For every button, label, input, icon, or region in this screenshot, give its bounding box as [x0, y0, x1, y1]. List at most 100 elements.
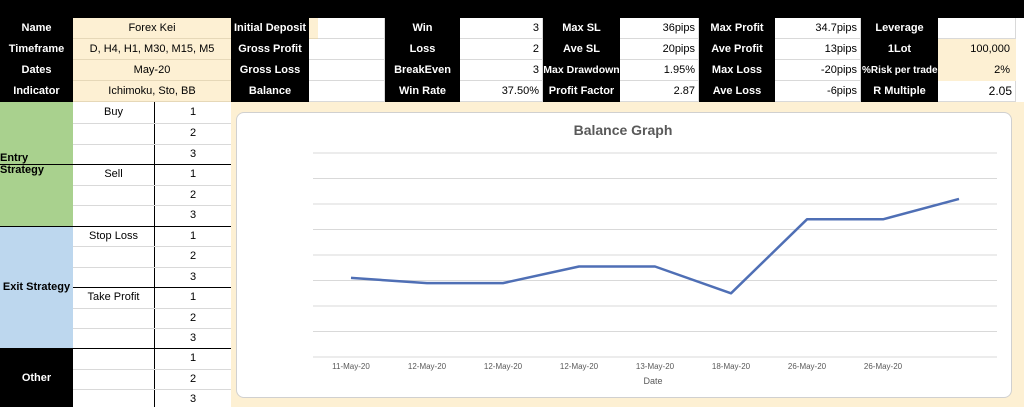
balance-chart[interactable]: Balance Graph 11-May-20 12-May-20 12-May-2…: [236, 112, 1012, 398]
profit-factor-label: Profit Factor: [543, 81, 620, 102]
r-multiple-value[interactable]: 2.05: [938, 81, 1016, 102]
sell-step-1[interactable]: 1: [155, 164, 231, 185]
lot-value[interactable]: 100,000: [938, 39, 1016, 60]
stop-loss-cell[interactable]: Stop Loss: [73, 226, 155, 287]
dates-value[interactable]: May-20: [73, 60, 231, 81]
lot-label: 1Lot: [861, 39, 938, 60]
grid-line: [73, 267, 231, 268]
buy-step-3[interactable]: 3: [155, 144, 231, 165]
profit-factor-value[interactable]: 2.87: [620, 81, 699, 102]
dates-label: Dates: [0, 60, 73, 81]
indicator-label: Indicator: [0, 81, 73, 102]
leverage-value[interactable]: [938, 18, 1016, 39]
buy-label: Buy: [104, 106, 123, 118]
loss-label: Loss: [385, 39, 460, 60]
win-label: Win: [385, 18, 460, 39]
risk-per-trade-value[interactable]: 2%: [938, 60, 1016, 81]
max-drawdown-value[interactable]: 1.95%: [620, 60, 699, 81]
x-tick-label: 18-May-20: [712, 362, 751, 371]
grid-line: [73, 369, 231, 370]
chart-series: [350, 197, 960, 295]
header-row-3: Dates May-20 Gross Loss BreakEven 3 Max …: [0, 60, 1024, 81]
grid-line: [0, 226, 231, 227]
grid-line: [73, 205, 231, 206]
stop-loss-step-3[interactable]: 3: [155, 267, 231, 288]
max-loss-label: Max Loss: [699, 60, 775, 81]
initial-deposit-marker: [309, 18, 318, 39]
initial-deposit-label: Initial Deposit: [231, 18, 309, 39]
other-step-3[interactable]: 3: [155, 389, 231, 407]
indicator-value[interactable]: Ichimoku, Sto, BB: [73, 81, 231, 102]
stop-loss-label: Stop Loss: [89, 230, 138, 242]
exit-strategy-category: Exit Strategy: [0, 226, 73, 348]
loss-value[interactable]: 2: [460, 39, 543, 60]
other-cell[interactable]: [73, 348, 155, 407]
x-tick-label: 13-May-20: [636, 362, 675, 371]
gross-loss-value[interactable]: [309, 60, 385, 81]
breakeven-value[interactable]: 3: [460, 60, 543, 81]
other-step-2[interactable]: 2: [155, 369, 231, 390]
x-tick-label: 12-May-20: [560, 362, 599, 371]
take-profit-cell[interactable]: Take Profit: [73, 287, 155, 348]
name-label: Name: [0, 18, 73, 39]
sell-step-3[interactable]: 3: [155, 205, 231, 226]
header-row-1: Name Forex Kei Initial Deposit Win 3 Max…: [0, 18, 1024, 39]
chart-title: Balance Graph: [574, 122, 673, 138]
ave-sl-label: Ave SL: [543, 39, 620, 60]
take-profit-step-1[interactable]: 1: [155, 287, 231, 308]
balance-series-line: [350, 197, 960, 295]
grid-line: [0, 164, 231, 165]
max-sl-label: Max SL: [543, 18, 620, 39]
gross-profit-value[interactable]: [309, 39, 385, 60]
win-value[interactable]: 3: [460, 18, 543, 39]
buy-step-2[interactable]: 2: [155, 123, 231, 144]
header-row-2: Timeframe D, H4, H1, M30, M15, M5 Gross …: [0, 39, 1024, 60]
x-tick-label: 11-May-20: [332, 362, 370, 371]
leverage-label: Leverage: [861, 18, 938, 39]
take-profit-step-3[interactable]: 3: [155, 328, 231, 349]
win-rate-value[interactable]: 37.50%: [460, 81, 543, 102]
breakeven-label: BreakEven: [385, 60, 460, 81]
balance-value[interactable]: [309, 81, 385, 102]
sell-step-2[interactable]: 2: [155, 185, 231, 206]
ave-loss-label: Ave Loss: [699, 81, 775, 102]
stop-loss-step-1[interactable]: 1: [155, 226, 231, 247]
grid-line: [73, 123, 231, 124]
grid-line: [73, 185, 231, 186]
ave-profit-value[interactable]: 13pips: [775, 39, 861, 60]
grid-line: [73, 246, 231, 247]
sell-label: Sell: [104, 168, 123, 180]
max-sl-value[interactable]: 36pips: [620, 18, 699, 39]
gross-loss-label: Gross Loss: [231, 60, 309, 81]
max-profit-label: Max Profit: [699, 18, 775, 39]
balance-label: Balance: [231, 81, 309, 102]
other-category: Other: [0, 348, 73, 407]
ave-sl-value[interactable]: 20pips: [620, 39, 699, 60]
chart-x-ticks: 11-May-20 12-May-20 12-May-20 12-May-20 13-M…: [332, 362, 902, 371]
grid-line: [73, 308, 231, 309]
r-multiple-label: R Multiple: [861, 81, 938, 102]
max-drawdown-label: Max Drawdown: [543, 60, 620, 81]
balance-chart-svg: Balance Graph 11-May-20 12-May-20 12-May-2…: [313, 122, 997, 386]
grid-line: [0, 348, 231, 349]
initial-deposit-value[interactable]: [318, 18, 385, 39]
gross-profit-label: Gross Profit: [231, 39, 309, 60]
grid-line: [73, 144, 231, 145]
x-tick-label: 26-May-20: [788, 362, 827, 371]
take-profit-step-2[interactable]: 2: [155, 308, 231, 329]
name-value[interactable]: Forex Kei: [73, 18, 231, 39]
timeframe-value[interactable]: D, H4, H1, M30, M15, M5: [73, 39, 231, 60]
header-row-4: Indicator Ichimoku, Sto, BB Balance Win …: [0, 81, 1024, 102]
max-profit-value[interactable]: 34.7pips: [775, 18, 861, 39]
sell-cell[interactable]: Sell: [73, 164, 155, 226]
ave-loss-value[interactable]: -6pips: [775, 81, 861, 102]
buy-cell[interactable]: Buy: [73, 102, 155, 164]
win-rate-label: Win Rate: [385, 81, 460, 102]
max-loss-value[interactable]: -20pips: [775, 60, 861, 81]
sheet-top-bar: [0, 0, 1024, 18]
grid-line: [73, 287, 231, 288]
other-step-1[interactable]: 1: [155, 348, 231, 369]
buy-step-1[interactable]: 1: [155, 102, 231, 123]
stop-loss-step-2[interactable]: 2: [155, 246, 231, 267]
